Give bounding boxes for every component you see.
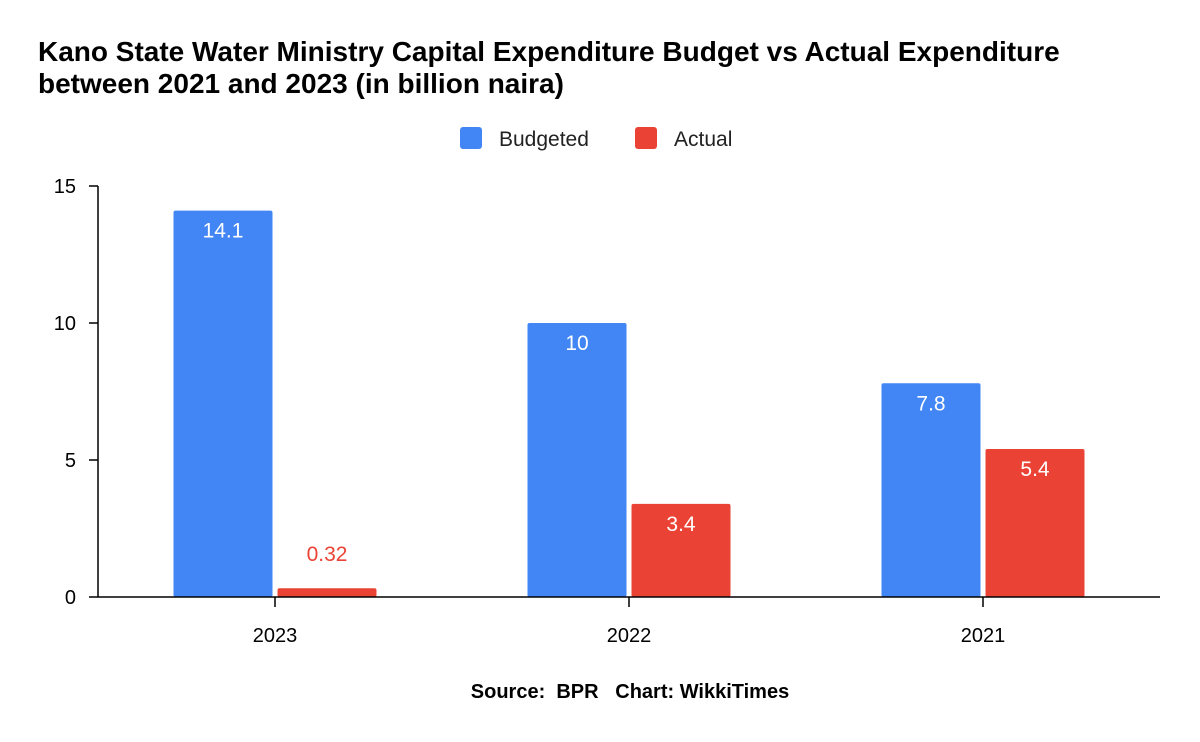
legend: Budgeted Actual [460,127,732,151]
legend-swatch-actual [635,127,657,149]
data-label: 7.8 [916,392,945,415]
y-tick-label: 5 [65,450,76,472]
data-label: 5.4 [1020,458,1050,481]
bar-budgeted-2021 [881,383,981,597]
y-tick-label: 0 [65,587,76,609]
y-tick-label: 10 [54,313,76,335]
x-axis: 2023 2022 2021 [98,596,1160,647]
x-tick-label: 2021 [961,625,1006,647]
data-label: 3.4 [666,513,696,536]
x-tick-label: 2023 [253,625,298,647]
source-note: Source: BPR Chart: WikkiTimes [470,681,790,703]
legend-label-actual: Actual [674,128,732,151]
bar-budgeted-2023 [173,210,273,597]
legend-swatch-budgeted [460,127,482,149]
data-label: 14.1 [203,220,244,243]
chart-title: Kano State Water Ministry Capital Expend… [38,36,1060,99]
y-axis: 0 5 10 15 [54,176,99,609]
bars: 14.1 0.32 10 3.4 7.8 5.4 [173,210,1085,597]
x-tick-label: 2022 [607,625,652,647]
data-label: 10 [565,332,588,355]
y-tick-label: 15 [54,176,76,198]
bar-actual-2023 [277,588,377,597]
legend-label-budgeted: Budgeted [499,128,589,151]
data-label: 0.32 [307,543,348,566]
bar-actual-2022 [631,503,731,597]
bar-budgeted-2022 [527,323,627,597]
bar-actual-2021 [985,449,1085,597]
